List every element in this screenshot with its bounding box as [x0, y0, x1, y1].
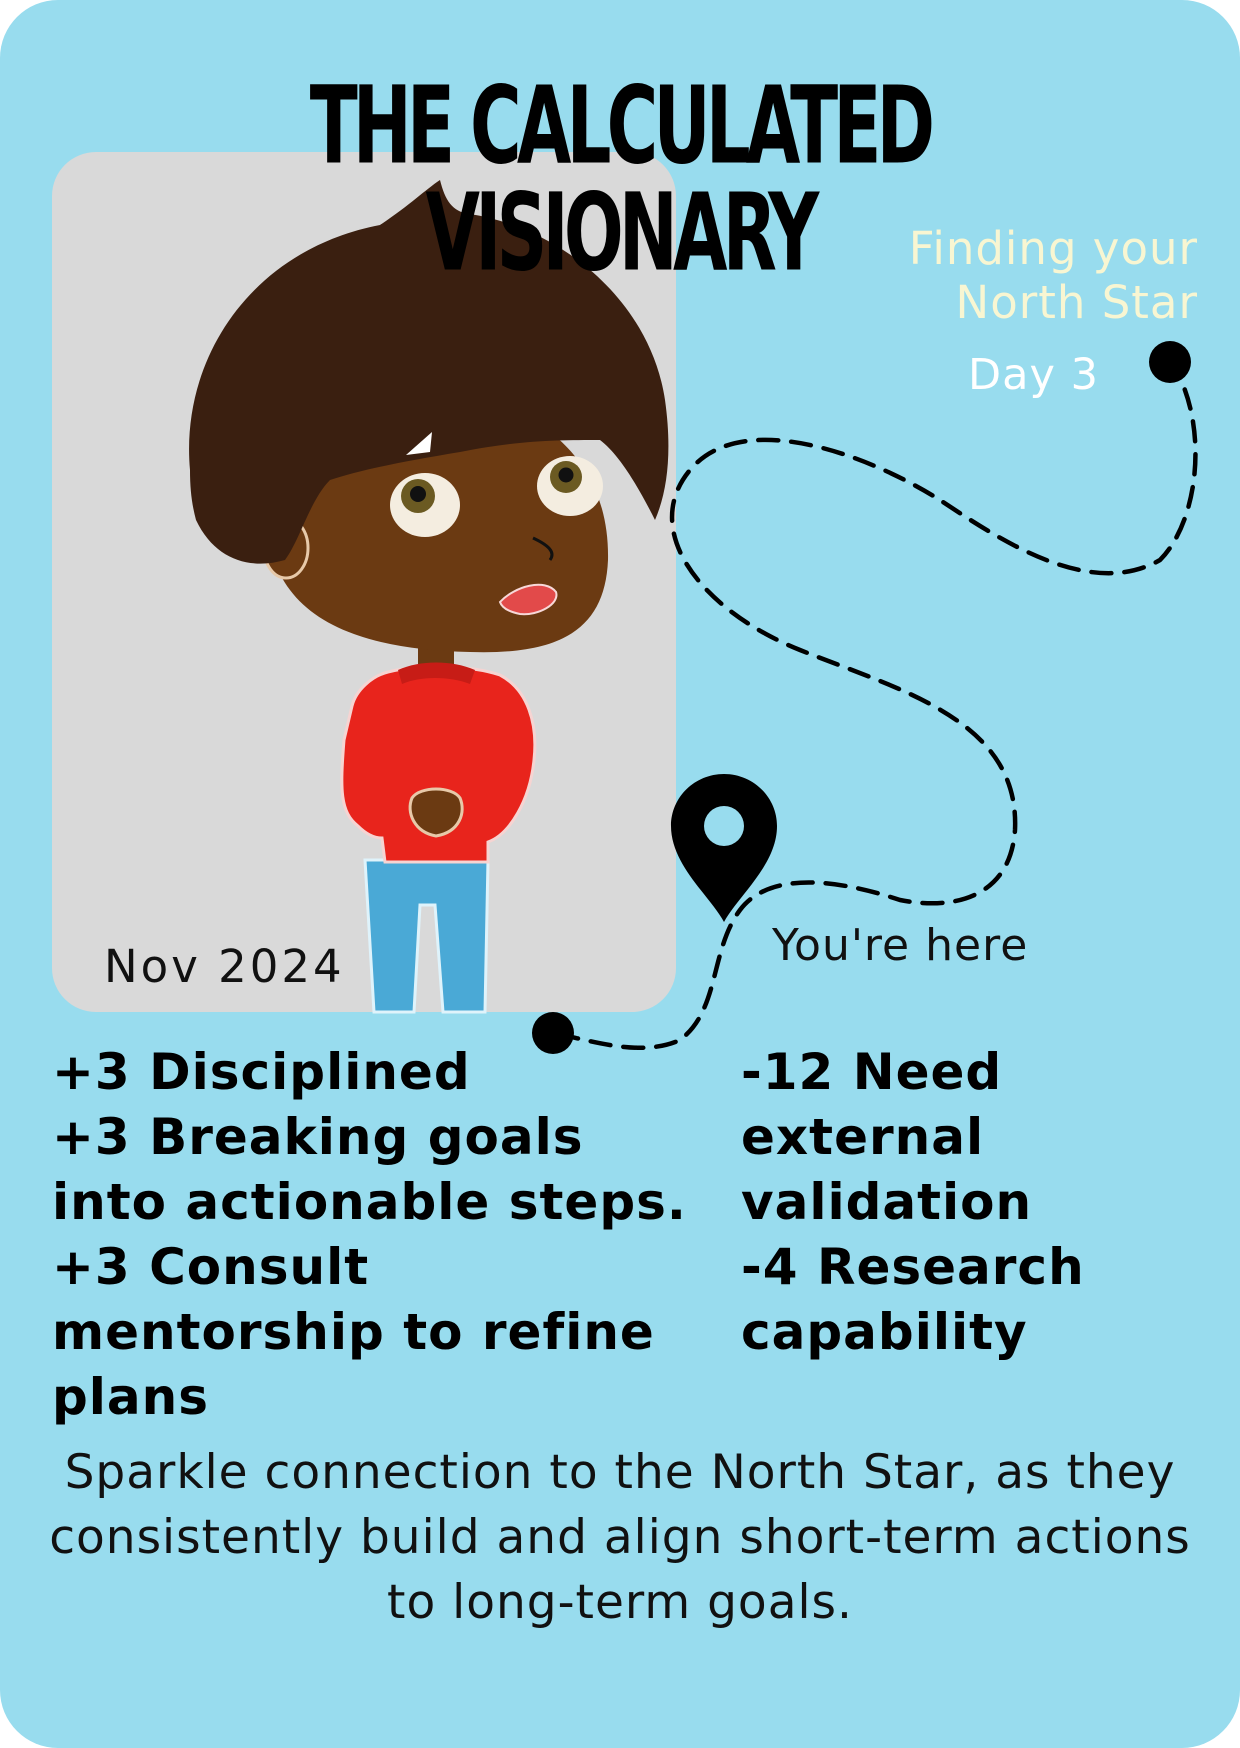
- journey-path: [550, 357, 1198, 1050]
- strength-item: +3 Breaking goals into actionable steps.: [52, 1108, 687, 1231]
- jeans: [363, 858, 490, 1014]
- summary-text: Sparkle connection to the North Star, as…: [49, 1445, 1191, 1630]
- path-end-dot-icon: [532, 1012, 574, 1054]
- strength-item: +3 Disciplined: [52, 1043, 471, 1101]
- subtitle-line: North Star: [955, 276, 1198, 329]
- date-label: Nov 2024: [104, 940, 345, 993]
- weakness-item: -12 Need external validation: [741, 1043, 1033, 1231]
- card-title: THE CALCULATED VISIONARY: [309, 62, 935, 296]
- cartoon-woman-illustration: [189, 180, 669, 1014]
- day-label: Day 3: [968, 350, 1099, 400]
- subtitle-line: Finding your: [908, 222, 1198, 275]
- hair: [189, 180, 669, 564]
- subtitle: Finding your North Star: [909, 222, 1198, 330]
- lips: [498, 583, 558, 616]
- hands: [408, 787, 464, 838]
- sweater: [340, 665, 537, 864]
- map-pin-icon: [671, 774, 777, 922]
- strengths-list: +3 Disciplined +3 Breaking goals into ac…: [52, 1040, 702, 1430]
- path-start-dot-icon: [1149, 341, 1191, 383]
- weaknesses-list: -12 Need external validation -4 Research…: [741, 1040, 1211, 1365]
- location-label: You're here: [772, 920, 1029, 971]
- weakness-item: -4 Research capability: [741, 1238, 1085, 1361]
- strength-item: +3 Consult mentorship to refine plans: [52, 1238, 655, 1426]
